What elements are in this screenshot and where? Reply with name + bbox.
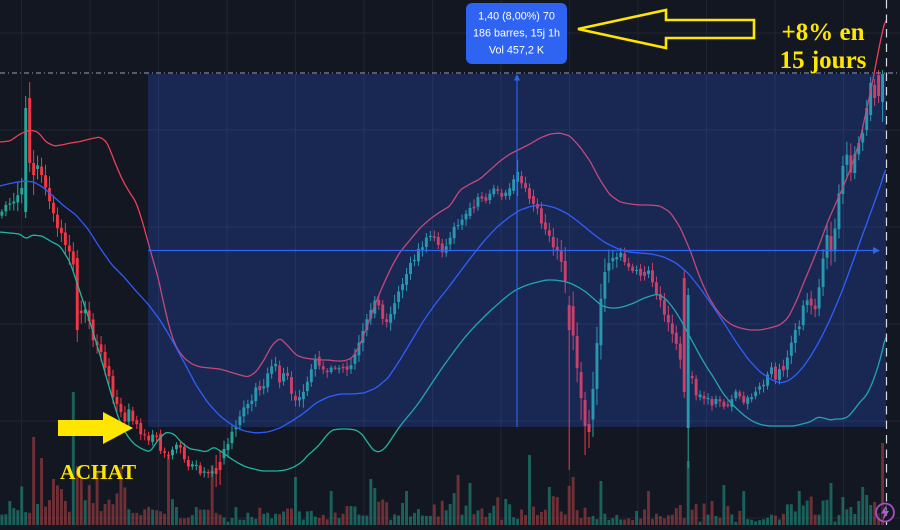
svg-text:Vol 457,2 K: Vol 457,2 K bbox=[489, 45, 545, 57]
svg-text:ACHAT: ACHAT bbox=[60, 460, 137, 484]
svg-text:186 barres, 15j 1h: 186 barres, 15j 1h bbox=[473, 28, 560, 40]
svg-text:1,40 (8,00%) 70: 1,40 (8,00%) 70 bbox=[478, 11, 555, 23]
svg-text:15 jours: 15 jours bbox=[780, 47, 867, 74]
svg-text:+8% en: +8% en bbox=[782, 19, 865, 46]
